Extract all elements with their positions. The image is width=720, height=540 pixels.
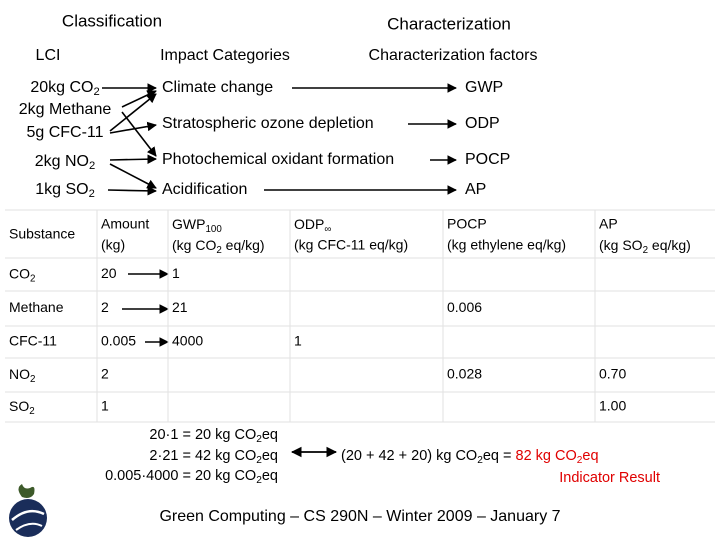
table-cell: 20 bbox=[101, 265, 117, 281]
lci-item: 2kg Methane bbox=[19, 101, 112, 118]
section-title: Classification bbox=[62, 11, 162, 30]
text-part: eq bbox=[262, 468, 278, 484]
text-part: 82 kg CO bbox=[516, 448, 577, 464]
text-part: 1kg SO bbox=[35, 181, 88, 198]
characterization-factor: POCP bbox=[465, 151, 510, 168]
text-part: GWP bbox=[172, 216, 205, 232]
text-part: 2 bbox=[93, 86, 99, 98]
table-cell: SO2 bbox=[9, 398, 35, 417]
text-part: 100 bbox=[205, 224, 222, 235]
header-cell: (kg) bbox=[101, 237, 125, 253]
impact-category: Photochemical oxidant formation bbox=[162, 151, 394, 168]
text-part: eq = bbox=[483, 448, 516, 464]
characterization-factor: GWP bbox=[465, 79, 503, 96]
result: (20 + 42 + 20) kg CO2eq = 82 kg CO2eq bbox=[341, 448, 599, 466]
text-part: Indicator Result bbox=[559, 470, 660, 486]
lci-item: 2kg NO2 bbox=[35, 153, 95, 172]
text-part: 2 bbox=[477, 455, 483, 466]
table-cell: 21 bbox=[172, 299, 188, 315]
table-cell: 1 bbox=[172, 265, 180, 281]
characterization-factor: AP bbox=[465, 181, 486, 198]
text-part: CO bbox=[9, 265, 30, 281]
column-heading: LCI bbox=[36, 47, 61, 64]
header-cell: AP bbox=[599, 216, 618, 232]
impact-category: Acidification bbox=[162, 181, 247, 198]
text-part: (20 + 42 + 20) kg CO bbox=[341, 448, 477, 464]
table-cell: 2 bbox=[101, 366, 109, 382]
text-part: 20·1 = 20 kg CO bbox=[149, 427, 256, 443]
column-heading: Characterization factors bbox=[369, 47, 538, 64]
text-part: eq/kg) bbox=[648, 237, 691, 253]
text-part: SO bbox=[9, 398, 29, 414]
text-part: NO bbox=[9, 366, 30, 382]
text-part: 2 bbox=[30, 273, 35, 284]
table-cell: 0.70 bbox=[599, 366, 626, 382]
header-cell: (kg CFC-11 eq/kg) bbox=[294, 237, 408, 253]
table-cell: 2 bbox=[101, 299, 109, 315]
text-part: 2 bbox=[256, 455, 262, 466]
table-cell: CFC-11 bbox=[9, 333, 57, 349]
characterization-arrows bbox=[264, 83, 457, 195]
impact-category: Stratospheric ozone depletion bbox=[162, 115, 374, 132]
text-part: eq bbox=[262, 448, 278, 464]
calculation: 20·1 = 20 kg CO2eq bbox=[149, 427, 278, 445]
text-part: ∞ bbox=[324, 224, 331, 235]
text-part: 2kg NO bbox=[35, 153, 89, 170]
footer: Green Computing – CS 290N – Winter 2009 … bbox=[159, 508, 560, 525]
table-cell: NO2 bbox=[9, 366, 35, 385]
text-part: 2 bbox=[643, 245, 648, 256]
text-part: 2 bbox=[216, 245, 221, 256]
table-cell: 1.00 bbox=[599, 398, 626, 414]
header-cell: (kg CO2 eq/kg) bbox=[172, 237, 265, 256]
table-cell: 1 bbox=[294, 333, 302, 349]
table-arrows bbox=[122, 269, 169, 347]
text-part: 2 bbox=[89, 160, 95, 172]
text-part: eq bbox=[582, 448, 598, 464]
table-cell: CO2 bbox=[9, 265, 35, 284]
text-part: 2 bbox=[256, 434, 262, 445]
header-cell: (kg ethylene eq/kg) bbox=[447, 237, 566, 253]
header-cell: Amount bbox=[101, 216, 149, 232]
text-part: 20kg CO bbox=[30, 79, 93, 96]
table-cell: 4000 bbox=[172, 333, 203, 349]
text-part: 2 bbox=[577, 455, 583, 466]
text-part: 2 bbox=[256, 475, 262, 486]
section-title: Characterization bbox=[387, 14, 511, 33]
text-part: 2 bbox=[29, 406, 34, 417]
logo bbox=[9, 484, 47, 537]
table-cell: 0.028 bbox=[447, 366, 482, 382]
lci-item: 5g CFC-11 bbox=[26, 124, 103, 141]
text-part: 2 bbox=[89, 188, 95, 200]
classification-arrows bbox=[102, 83, 157, 196]
impact-category: Climate change bbox=[162, 79, 273, 96]
lci-item: 1kg SO2 bbox=[35, 181, 95, 200]
text-part: eq bbox=[262, 427, 278, 443]
text-part: 0.005·4000 = 20 kg CO bbox=[105, 468, 256, 484]
column-heading: Impact Categories bbox=[160, 47, 290, 64]
calculation: 2·21 = 42 kg CO2eq bbox=[149, 448, 278, 466]
header-cell: Substance bbox=[9, 226, 75, 242]
header-cell: (kg SO2 eq/kg) bbox=[599, 237, 691, 256]
table-cell: Methane bbox=[9, 299, 64, 315]
text-part: 2·21 = 42 kg CO bbox=[149, 448, 256, 464]
text-part: (kg CO bbox=[172, 237, 216, 253]
text-part: (kg SO bbox=[599, 237, 643, 253]
table-cell: 0.006 bbox=[447, 299, 482, 315]
text-part: ODP bbox=[294, 216, 324, 232]
result-label: Indicator Result bbox=[559, 470, 660, 486]
header-cell: POCP bbox=[447, 216, 487, 232]
lci-item: 20kg CO2 bbox=[30, 79, 99, 98]
characterization-factor: ODP bbox=[465, 115, 500, 132]
table-cell: 0.005 bbox=[101, 333, 136, 349]
calculation: 0.005·4000 = 20 kg CO2eq bbox=[105, 468, 278, 486]
table-cell: 1 bbox=[101, 398, 109, 414]
text-part: eq/kg) bbox=[222, 237, 265, 253]
header-cell: ODP∞ bbox=[294, 216, 331, 235]
header-cell: GWP100 bbox=[172, 216, 222, 235]
text-part: 2 bbox=[30, 374, 35, 385]
